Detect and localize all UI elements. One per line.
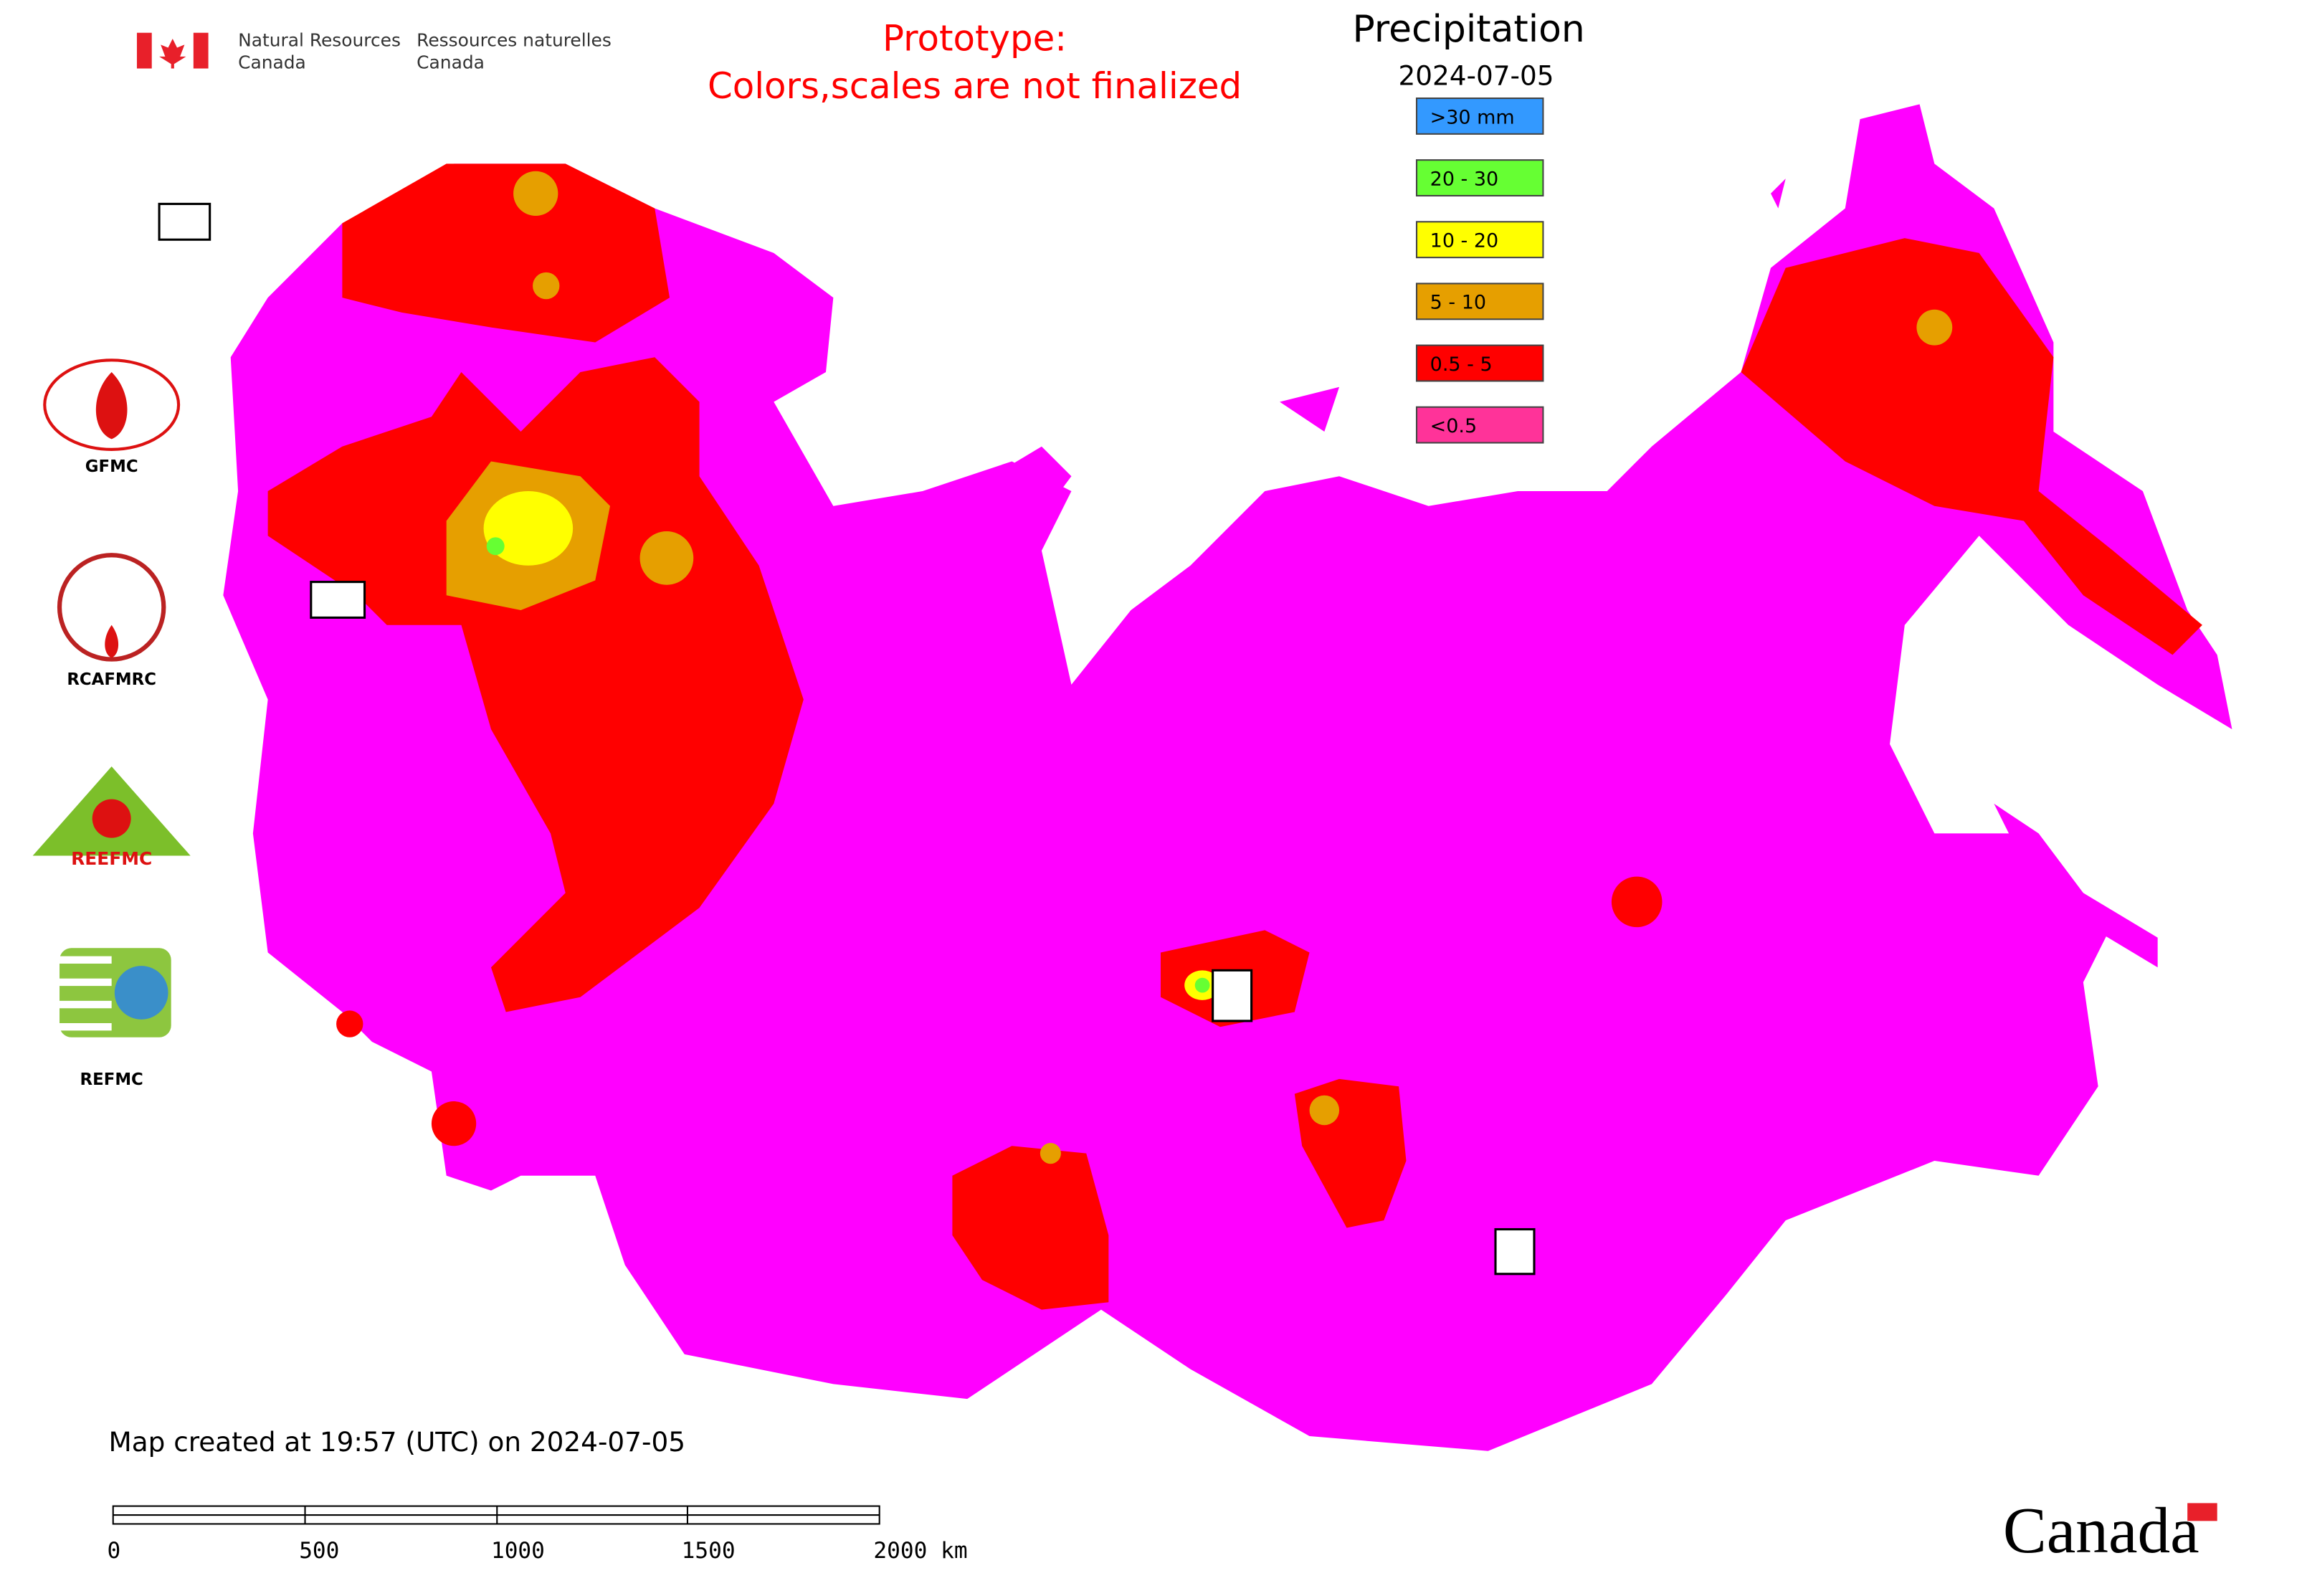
scale-label: 0 xyxy=(107,1538,120,1564)
scale-label: 2000 km xyxy=(873,1538,967,1564)
legend-swatch xyxy=(1415,159,1544,197)
logo-refmc xyxy=(60,948,171,1037)
legend-swatch xyxy=(1415,221,1544,259)
scale-label: 500 xyxy=(299,1538,339,1564)
legend-swatch xyxy=(1415,344,1544,382)
scale-bar xyxy=(112,1505,880,1525)
notice: Colors,scales are not finalized xyxy=(708,65,1242,107)
map-markers xyxy=(158,202,1536,1276)
legend-label: 5 - 10 xyxy=(1430,292,1486,314)
legend-date: 2024-07-05 xyxy=(1398,60,1554,91)
agency-en: Canada xyxy=(238,52,306,73)
logo-label: RCAFMRC xyxy=(67,670,156,689)
legend-title: Precipitation xyxy=(1353,8,1585,51)
canada-wordmark: Canada xyxy=(2003,1494,2199,1567)
landmass xyxy=(223,104,2232,1451)
agency-fr: Ressources naturelles xyxy=(417,29,612,50)
precip-20-30 xyxy=(486,537,1210,993)
legend: >30 mm 20 - 30 10 - 20 5 - 10 0.5 - 5 <0.5 xyxy=(1415,98,1544,444)
precip-0.5-5 xyxy=(267,163,2202,1310)
agency-fr: Canada xyxy=(417,52,485,73)
notice: Prototype: xyxy=(883,18,1067,60)
legend-label: >30 mm xyxy=(1430,106,1515,128)
legend-swatch xyxy=(1415,98,1544,135)
legend-swatch xyxy=(1415,406,1544,444)
logo-label: REFMC xyxy=(80,1070,143,1089)
created-note: Map created at 19:57 (UTC) on 2024-07-05 xyxy=(109,1426,685,1458)
legend-swatch xyxy=(1415,282,1544,320)
legend-label: 20 - 30 xyxy=(1430,168,1499,190)
wordmark-flag xyxy=(2187,1503,2217,1521)
legend-label: 0.5 - 5 xyxy=(1430,353,1493,376)
logo-label: GFMC xyxy=(85,457,138,476)
logo-reefmc xyxy=(32,766,191,856)
nrcan-flag xyxy=(136,32,209,69)
scale-label: 1500 xyxy=(682,1538,736,1564)
scale-label: 1000 xyxy=(491,1538,545,1564)
legend-label: <0.5 xyxy=(1430,415,1478,437)
agency-en: Natural Resources xyxy=(238,29,401,50)
logo-rcafmrc xyxy=(57,553,166,662)
logo-gfmc xyxy=(43,358,181,451)
logo-label: REEFMC xyxy=(71,848,152,869)
legend-label: 10 - 20 xyxy=(1430,230,1499,252)
